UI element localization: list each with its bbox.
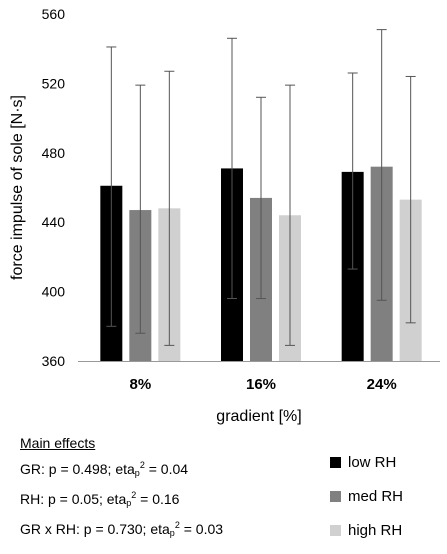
legend-label-high-rh: high RH [348, 521, 403, 539]
legend-item-low-rh: low RH [330, 452, 403, 472]
y-tick-label: 520 [42, 75, 66, 91]
x-axis-title: gradient [%] [216, 408, 301, 425]
effect-row-gr: GR: p = 0.498; etap2 = 0.04 [20, 460, 189, 478]
main-effects-heading: Main effects [20, 435, 96, 451]
x-tick-label: 24% [367, 376, 397, 393]
y-axis-title: force impulse of sole [N·s] [9, 95, 26, 280]
legend: low RH med RH high RH [330, 452, 403, 554]
effect-row-interaction: GR x RH: p = 0.730; etap2 = 0.03 [20, 520, 224, 538]
legend-swatch-low-rh [330, 456, 341, 468]
y-tick-label: 480 [42, 145, 66, 161]
legend-label-low-rh: low RH [348, 453, 397, 471]
y-tick-label: 560 [42, 6, 66, 22]
effect-row-rh: RH: p = 0.05; etap2 = 0.16 [20, 490, 180, 508]
y-tick-label: 440 [42, 214, 66, 230]
y-tick-label: 360 [42, 353, 66, 369]
main-effects-block: Main effects GR: p = 0.498; etap2 = 0.04… [20, 432, 223, 544]
legend-item-high-rh: high RH [330, 520, 403, 540]
legend-item-med-rh: med RH [330, 486, 403, 506]
legend-label-med-rh: med RH [348, 487, 404, 505]
legend-swatch-med-rh [330, 490, 341, 502]
legend-swatch-high-rh [330, 524, 341, 536]
x-tick-label: 8% [129, 376, 151, 393]
x-tick-label: 16% [246, 376, 276, 393]
y-tick-label: 400 [42, 284, 66, 300]
